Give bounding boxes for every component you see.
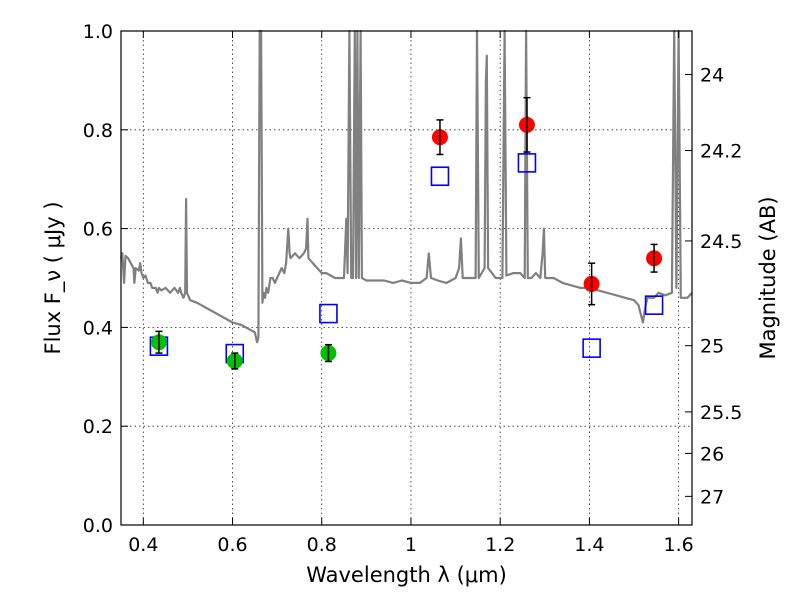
blue-square-marker xyxy=(644,295,664,315)
x-tick-label: 0.4 xyxy=(128,534,158,556)
y2-tick-label: 26 xyxy=(700,443,724,465)
y-tick-label: 0.2 xyxy=(83,416,113,438)
y2-tick-label: 24 xyxy=(700,64,724,86)
axis-ticks: 0.4 0.6 0.8 1 1.2 1.4 1.6 0.0 0.2 0.4 0.6 0.8 1.0 24 2… xyxy=(83,21,743,556)
y-tick-label: 1.0 xyxy=(83,21,113,43)
y-axis-label: Flux F_ν ( μJy ) xyxy=(41,201,66,354)
x-tick-label: 1 xyxy=(405,534,417,556)
data-points-layer xyxy=(149,96,664,370)
blue-square-marker xyxy=(319,303,338,324)
y2-tick-label: 27 xyxy=(700,486,724,508)
blue-square-marker xyxy=(430,166,450,187)
y-tick-label: 0.0 xyxy=(83,515,113,537)
y2-tick-label: 25 xyxy=(700,336,724,358)
spectrum-layer xyxy=(119,29,693,344)
y2-tick-label: 24.2 xyxy=(700,141,742,163)
x-tick-label: 1.6 xyxy=(664,534,694,556)
x-axis-label: Wavelength λ (μm) xyxy=(306,563,507,587)
y2-tick-label: 24.5 xyxy=(700,231,742,253)
x-tick-label: 1.2 xyxy=(485,534,515,556)
spectrum-line xyxy=(119,29,693,344)
y-tick-label: 0.4 xyxy=(83,317,113,339)
y2-axis-label: Magnitude (AB) xyxy=(756,196,780,359)
x-tick-label: 0.8 xyxy=(307,534,337,556)
y-tick-label: 0.6 xyxy=(83,219,113,241)
x-tick-label: 0.6 xyxy=(217,534,247,556)
blue-square-marker xyxy=(517,153,537,173)
y2-tick-label: 25.5 xyxy=(700,402,742,424)
plot-frame xyxy=(120,30,693,526)
y-tick-label: 0.8 xyxy=(83,120,113,142)
blue-square-marker xyxy=(582,338,601,358)
grid-lines xyxy=(121,30,692,526)
x-tick-label: 1.4 xyxy=(574,534,604,556)
